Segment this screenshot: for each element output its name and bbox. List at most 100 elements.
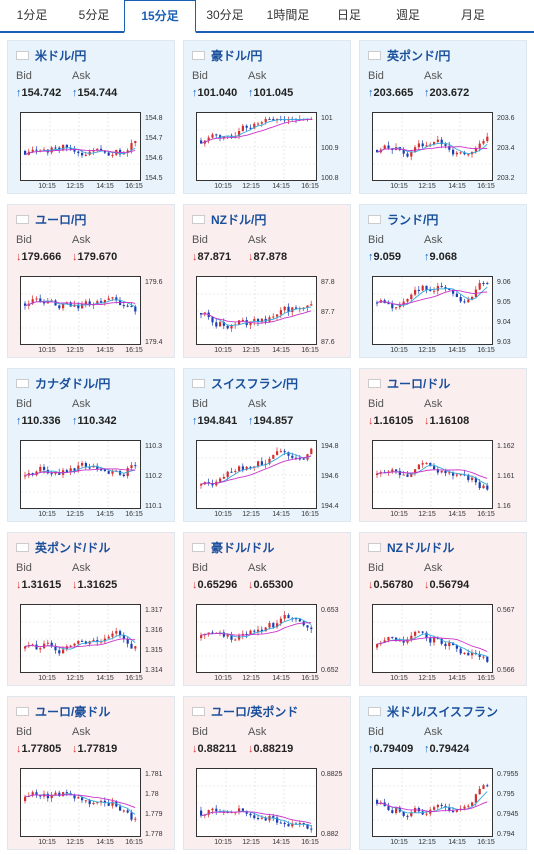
- mini-candle-chart[interactable]: 1.162 1.161 1.16 10:15 12:15 14:15 16:15: [368, 437, 522, 521]
- pair-card-6[interactable]: ランド/円 Bid Ask ↑9.059 ↑9.068 9.06 9.05 9.04…: [359, 204, 527, 358]
- pair-title[interactable]: 英ポンド/円: [368, 47, 450, 63]
- x-tick-label: 12:15: [242, 675, 260, 682]
- candle-body: [310, 119, 313, 120]
- candle-body: [100, 469, 103, 471]
- tab-3[interactable]: 15分足: [124, 0, 196, 33]
- x-tick-label: 16:15: [125, 839, 143, 846]
- pair-card-7[interactable]: カナダドル/円 Bid Ask ↑110.336 ↑110.342 110.3 1…: [7, 368, 175, 522]
- candle-body: [111, 154, 114, 156]
- bid-value: ↑0.79409: [368, 743, 414, 755]
- pair-card-14[interactable]: ユーロ/英ポンド Bid Ask ↓0.88211 ↓0.88219 0.882…: [183, 696, 351, 850]
- candle-body: [77, 304, 80, 309]
- x-tick-label: 10:15: [214, 347, 232, 354]
- candle-body: [436, 139, 439, 142]
- pair-title[interactable]: カナダドル/円: [16, 375, 110, 391]
- candle-body: [436, 804, 439, 808]
- candle-body: [260, 122, 263, 124]
- mini-candle-chart[interactable]: 203.6 203.4 203.2 10:15 12:15 14:15 16:15: [368, 109, 522, 193]
- x-tick-label: 16:15: [301, 839, 319, 846]
- candle-body: [268, 458, 271, 464]
- pair-card-11[interactable]: 豪ドル/ドル Bid Ask ↓0.65296 ↓0.65300 0.653 0.…: [183, 532, 351, 686]
- pair-title[interactable]: ユーロ/円: [16, 211, 86, 227]
- candle-body: [433, 637, 436, 643]
- candle-body: [298, 458, 301, 460]
- pair-title[interactable]: ユーロ/豪ドル: [16, 703, 110, 719]
- bid-label: Bid: [368, 398, 384, 410]
- pair-card-13[interactable]: ユーロ/豪ドル Bid Ask ↓1.77805 ↓1.77819 1.781 1…: [7, 696, 175, 850]
- y-tick-label: 9.05: [497, 299, 511, 306]
- candle-body: [260, 629, 263, 632]
- tab-8[interactable]: 月足: [460, 8, 485, 22]
- candle-body: [92, 802, 95, 805]
- mini-candle-chart[interactable]: 110.3 110.2 110.1 10:15 12:15 14:15 16:15: [16, 437, 170, 521]
- tab-4[interactable]: 30分足: [206, 8, 244, 22]
- ask-label: Ask: [424, 726, 443, 738]
- mini-candle-chart[interactable]: 101 100.9 100.8 10:15 12:15 14:15 16:15: [192, 109, 346, 193]
- pair-title[interactable]: 英ポンド/ドル: [16, 539, 110, 555]
- pair-card-4[interactable]: ユーロ/円 Bid Ask ↓179.666 ↓179.670 179.6 179…: [7, 204, 175, 358]
- pair-title[interactable]: 米ドル/円: [16, 47, 86, 63]
- tab-6[interactable]: 日足: [336, 8, 361, 22]
- tab-7[interactable]: 週足: [395, 8, 420, 22]
- mini-candle-chart[interactable]: 179.6 179.4 10:15 12:15 14:15 16:15: [16, 273, 170, 357]
- pair-card-2[interactable]: 豪ドル/円 Bid Ask ↑101.040 ↑101.045 101 100.9…: [183, 40, 351, 194]
- pair-card-9[interactable]: ユーロ/ドル Bid Ask ↓1.16105 ↓1.16108 1.162 1.…: [359, 368, 527, 522]
- mini-candle-chart[interactable]: 0.7955 0.795 0.7945 0.794 10:15 12:15 14:15 16:…: [368, 765, 522, 849]
- candle-body: [421, 631, 424, 633]
- y-tick-label: 1.316: [145, 627, 163, 634]
- tab-1[interactable]: 1分足: [16, 8, 48, 22]
- candle-body: [81, 152, 84, 156]
- mini-candle-chart[interactable]: 1.317 1.316 1.315 1.314 10:15 12:15 14:15 16:15: [16, 601, 170, 685]
- moving-average-line: [24, 465, 136, 476]
- trend-arrow-icon: ↑: [192, 87, 198, 99]
- pair-card-3[interactable]: 英ポンド/円 Bid Ask ↑203.665 ↑203.672 203.6 20…: [359, 40, 527, 194]
- pair-title[interactable]: NZドル/ドル: [368, 539, 454, 555]
- pair-card-15[interactable]: 米ドル/スイスフラン Bid Ask ↑0.79409 ↑0.79424 0.7…: [359, 696, 527, 850]
- pair-name: ユーロ/円: [35, 212, 87, 227]
- pair-title[interactable]: 豪ドル/ドル: [192, 539, 274, 555]
- pair-title[interactable]: 米ドル/スイスフラン: [368, 703, 498, 719]
- x-tick-label: 14:15: [448, 511, 466, 518]
- pair-title[interactable]: ユーロ/英ポンド: [192, 703, 298, 719]
- mini-candle-chart[interactable]: 0.567 0.566 10:15 12:15 14:15 16:15: [368, 601, 522, 685]
- mini-candle-chart[interactable]: 87.8 87.7 87.6 10:15 12:15 14:15 16:15: [192, 273, 346, 357]
- candle-body: [253, 319, 256, 322]
- pair-card-5[interactable]: NZドル/円 Bid Ask ↓87.871 ↓87.878 87.8 87.7 8…: [183, 204, 351, 358]
- tab-2[interactable]: 5分足: [78, 8, 110, 22]
- mini-candle-chart[interactable]: 9.06 9.05 9.04 9.03 10:15 12:15 14:15 16:15: [368, 273, 522, 357]
- candle-body: [241, 808, 244, 811]
- mini-candle-chart[interactable]: 1.781 1.78 1.779 1.778 10:15 12:15 14:15 16:15: [16, 765, 170, 849]
- chart-plot-area: [20, 768, 141, 837]
- pair-title[interactable]: NZドル/円: [192, 211, 266, 227]
- pair-card-12[interactable]: NZドル/ドル Bid Ask ↓0.56780 ↓0.56794 0.567 0…: [359, 532, 527, 686]
- x-tick-label: 16:15: [301, 511, 319, 518]
- candle-body: [39, 298, 42, 302]
- candle-body: [440, 804, 443, 806]
- mini-candle-chart[interactable]: 0.653 0.652 10:15 12:15 14:15 16:15: [192, 601, 346, 685]
- x-tick-label: 14:15: [96, 839, 114, 846]
- pair-card-1[interactable]: 米ドル/円 Bid Ask ↑154.742 ↑154.744 154.8 154…: [7, 40, 175, 194]
- chart-plot-area: [196, 440, 317, 509]
- y-tick-label: 1.162: [497, 443, 515, 450]
- candle-body: [455, 645, 458, 649]
- tab-5[interactable]: 1時間足: [266, 8, 310, 22]
- mini-candle-chart[interactable]: 154.8 154.7 154.6 154.5 10:15 12:15 14:15 16:15: [16, 109, 170, 193]
- candle-body: [54, 472, 57, 474]
- candle-body: [264, 119, 267, 123]
- candle-body: [376, 302, 379, 304]
- bid-label: Bid: [192, 562, 208, 574]
- pair-title[interactable]: スイスフラン/円: [192, 375, 298, 391]
- mini-candle-chart[interactable]: 0.8825 0.882 10:15 12:15 14:15 16:15: [192, 765, 346, 849]
- pair-title[interactable]: 豪ドル/円: [192, 47, 262, 63]
- pair-card-8[interactable]: スイスフラン/円 Bid Ask ↑194.841 ↑194.857 194.8…: [183, 368, 351, 522]
- mini-candle-chart[interactable]: 194.8 194.6 194.4 10:15 12:15 14:15 16:15: [192, 437, 346, 521]
- pair-title[interactable]: ユーロ/ドル: [368, 375, 450, 391]
- candle-body: [50, 642, 53, 647]
- candlestick-series: [197, 605, 316, 672]
- candle-body: [46, 793, 49, 799]
- pair-title[interactable]: ランド/円: [368, 211, 438, 227]
- candle-body: [249, 813, 252, 816]
- candle-body: [272, 623, 275, 628]
- bid-value: ↑9.059: [368, 251, 402, 263]
- pair-card-10[interactable]: 英ポンド/ドル Bid Ask ↓1.31615 ↓1.31625 1.317 1…: [7, 532, 175, 686]
